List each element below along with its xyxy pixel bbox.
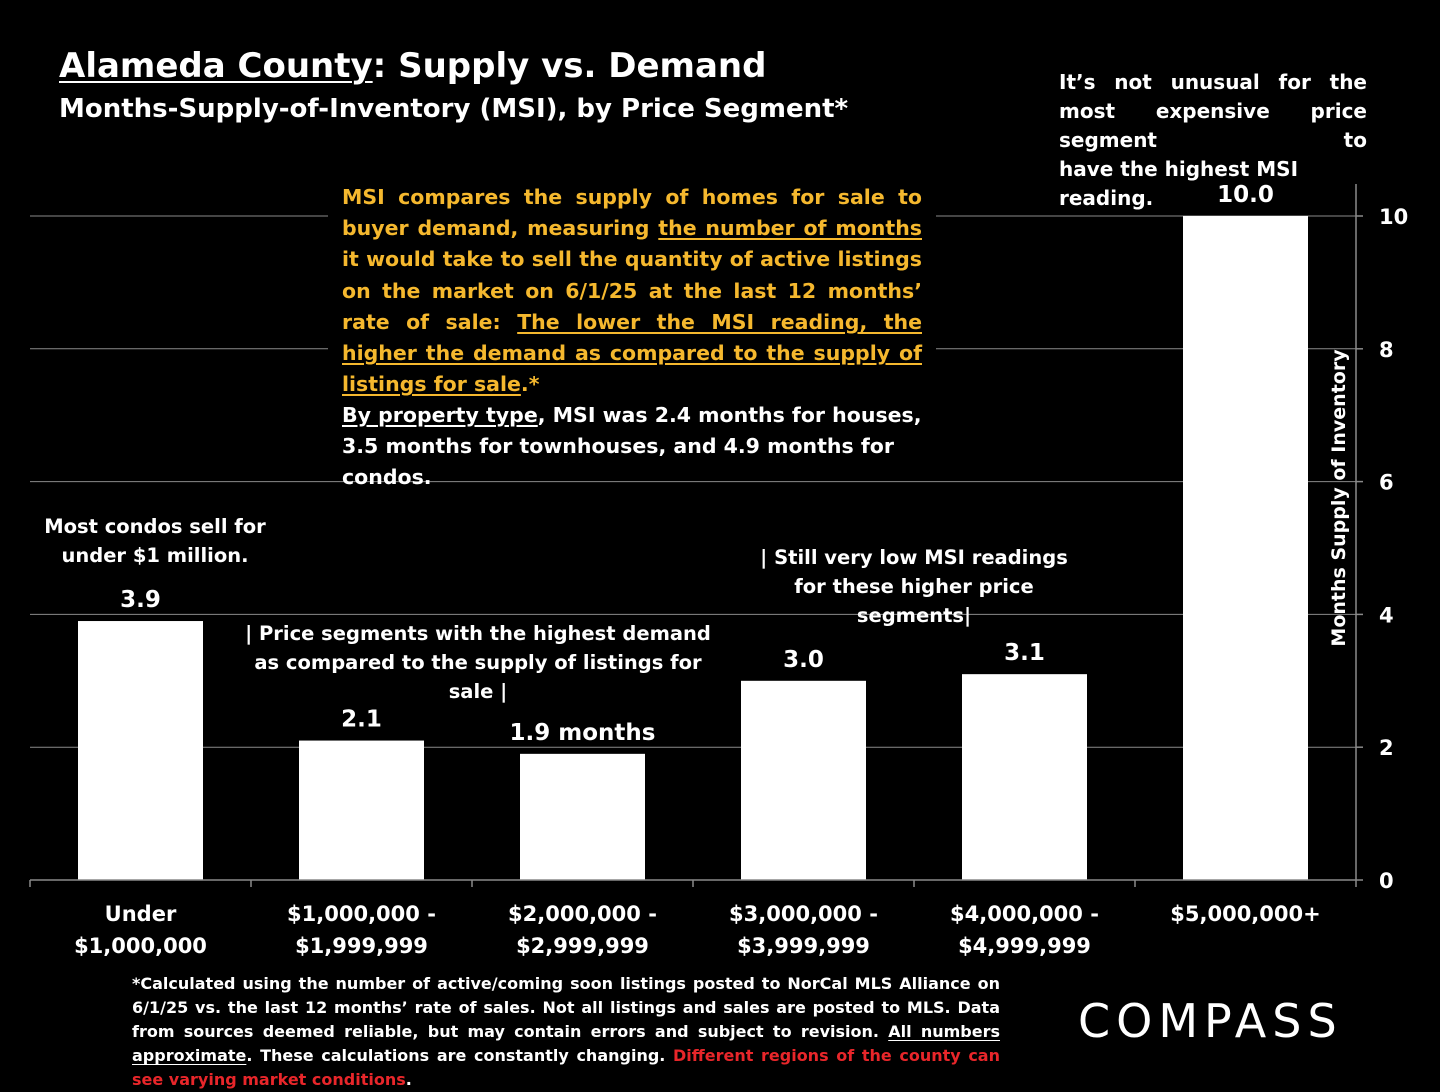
annotation-highest-demand: | Price segments with the highest demand… <box>245 622 711 703</box>
title-county: Alameda County <box>59 46 373 86</box>
title-rest: : Supply vs. Demand <box>372 46 767 86</box>
msi-text-underlined-2: The lower the MSI reading, the higher th… <box>342 309 922 397</box>
annotation-condos: Most condos sell for under $1 million. <box>44 515 266 567</box>
chart-title: Alameda County: Supply vs. Demand <box>59 46 766 86</box>
data-label: 3.1 <box>1004 640 1045 666</box>
data-label: 3.0 <box>783 647 824 673</box>
x-tick-label: $2,999,999 <box>516 934 649 958</box>
msi-definition: MSI compares the supply of homes for sal… <box>342 182 922 400</box>
y-tick-label: 8 <box>1379 338 1394 362</box>
y-tick-label: 0 <box>1379 869 1394 893</box>
x-tick-label: Under <box>105 902 177 926</box>
msi-text-b: it would take to sell the quantity of ac… <box>342 247 922 334</box>
x-tick-label: $5,000,000+ <box>1170 902 1320 926</box>
bar <box>741 680 866 880</box>
y-tick-label: 4 <box>1379 603 1394 627</box>
msi-text-underlined: the number of months <box>658 216 922 241</box>
msi-explanation-box: MSI compares the supply of homes for sal… <box>328 178 936 489</box>
x-tick-label: $4,000,000 - <box>950 902 1099 926</box>
y-tick-label: 10 <box>1379 205 1408 229</box>
footnote-underlined: All numbers approximate <box>132 1022 1001 1065</box>
y-tick-label: 6 <box>1379 471 1394 495</box>
data-label: 2.1 <box>341 707 382 733</box>
bar <box>520 753 645 880</box>
x-tick-label: $3,999,999 <box>737 934 870 958</box>
top-note-text: It’s not unusual for the most expensive … <box>1059 70 1367 152</box>
x-tick-label: $1,999,999 <box>295 934 428 958</box>
data-label: 1.9 months <box>510 720 656 746</box>
annotation-low-msi: | Still very low MSI readings for these … <box>760 546 1068 627</box>
footnote-text-a: *Calculated using the number of active/c… <box>132 974 1000 1041</box>
data-label: 3.9 <box>120 587 161 613</box>
msi-text-c: .* <box>520 372 540 397</box>
x-tick-label: $2,000,000 - <box>508 902 657 926</box>
footnote-text-b: . These calculations are constantly chan… <box>246 1046 674 1065</box>
compass-logo: COMPASS <box>1078 994 1343 1048</box>
bar <box>962 674 1087 880</box>
property-type-underlined: By property type <box>342 403 538 427</box>
msi-text-a: MSI compares the supply of homes for sal… <box>342 185 922 241</box>
data-label: 10.0 <box>1217 182 1274 208</box>
msi-by-property-type: By property type, MSI was 2.4 months for… <box>342 400 932 494</box>
x-tick-label: $4,999,999 <box>958 934 1091 958</box>
bar <box>78 621 203 880</box>
top-right-note: It’s not unusual for the most expensive … <box>1059 68 1367 213</box>
top-note-last-line: have the highest MSI reading. <box>1059 157 1299 210</box>
y-tick-label: 2 <box>1379 736 1394 760</box>
bar <box>1183 216 1308 880</box>
x-tick-label: $1,000,000 <box>74 934 207 958</box>
bar <box>299 740 424 880</box>
x-tick-label: $1,000,000 - <box>287 902 436 926</box>
chart-subtitle: Months-Supply-of-Inventory (MSI), by Pri… <box>59 94 849 124</box>
x-tick-label: $3,000,000 - <box>729 902 878 926</box>
property-type-text: , MSI was 2.4 months for houses, 3.5 mon… <box>342 403 922 490</box>
y-axis-label: Months Supply of Inventory <box>1328 349 1350 647</box>
